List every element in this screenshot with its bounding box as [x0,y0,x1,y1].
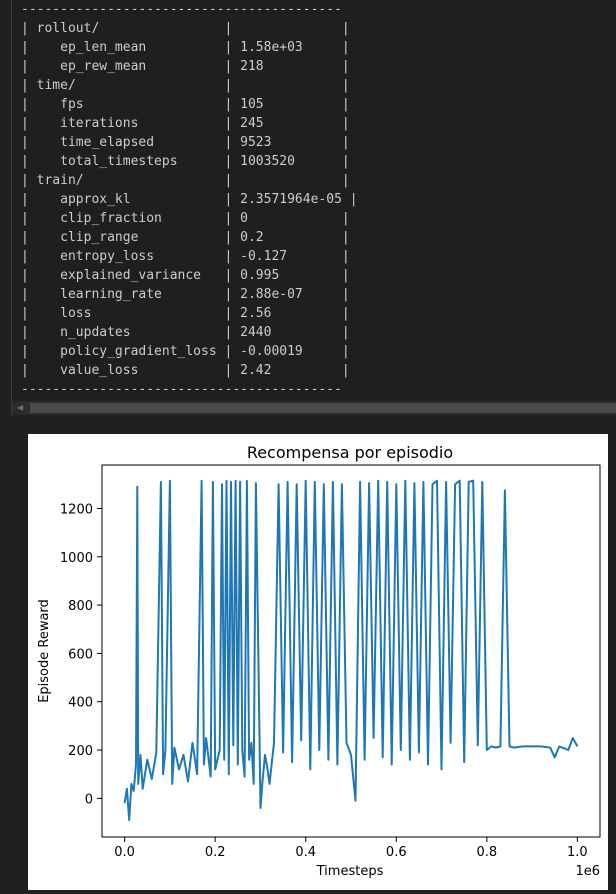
y-tick-label: 400 [68,696,93,711]
log-line: | learning_rate | 2.88e-07 | [21,287,350,302]
y-tick-label: 200 [68,744,93,759]
log-line: | fps | 105 | [21,97,350,112]
x-axis-offset-label: 1e6 [575,864,600,879]
log-line: | explained_variance | 0.995 | [21,268,350,283]
log-line: | n_updates | 2440 | [21,325,350,340]
log-line: | train/ | | [21,173,350,188]
x-tick-label: 0.2 [205,845,226,860]
y-tick-label: 0 [85,792,93,807]
x-tick-label: 0.8 [476,845,497,860]
x-axis-ticks: 0.0 0.2 0.4 0.6 0.8 1.0 [114,837,588,860]
y-tick-label: 600 [68,647,93,662]
y-axis-ticks: 0 200 400 600 800 1000 1200 [60,502,102,807]
reward-series-line [123,479,579,822]
y-tick-label: 1000 [60,551,93,566]
x-tick-label: 0.0 [114,845,135,860]
triangle-left-icon[interactable]: ◀ [17,403,24,412]
y-tick-label: 800 [68,599,93,614]
x-tick-label: 0.4 [295,845,316,860]
log-line: | entropy_loss | -0.127 | [21,249,350,264]
log-line: | time_elapsed | 9523 | [21,135,350,150]
terminal-left-border [11,0,12,416]
log-line: | clip_fraction | 0 | [21,211,350,226]
x-axis-label: Timesteps [316,864,384,879]
chart-title: Recompensa por episodio [247,443,453,462]
log-line: | total_timesteps | 1003520 | [21,154,350,169]
y-tick-label: 1200 [60,502,93,517]
reward-chart: Recompensa por episodio 0.0 0.2 0.4 0.6 0.8 1… [37,443,601,879]
y-axis-label: Episode Reward [37,599,52,703]
terminal-output: ----------------------------------------… [0,0,616,416]
log-line: | loss | 2.56 | [21,306,350,321]
log-line: | time/ | | [21,78,350,93]
scrollbar-thumb[interactable] [30,403,616,413]
x-tick-label: 0.6 [386,845,407,860]
separator-top: ----------------------------------------… [21,2,342,17]
separator-bottom: ----------------------------------------… [21,382,342,397]
log-lines: | rollout/ | | | ep_len_mean | 1.58e+03 … [21,21,358,378]
log-line: | policy_gradient_loss | -0.00019 | [21,344,350,359]
x-tick-label: 1.0 [567,845,588,860]
log-line: | rollout/ | | [21,21,350,36]
training-log: ----------------------------------------… [21,0,358,399]
plot-frame [101,464,601,838]
log-line: | iterations | 245 | [21,116,350,131]
reward-plot: Recompensa por episodio 0.0 0.2 0.4 0.6 0.8 1… [28,434,608,890]
log-line: | clip_range | 0.2 | [21,230,350,245]
log-line: | ep_rew_mean | 218 | [21,59,350,74]
log-line: | approx_kl | 2.3571964e-05 | [21,192,358,207]
horizontal-scrollbar[interactable]: ◀ [12,401,616,415]
log-line: | ep_len_mean | 1.58e+03 | [21,40,350,55]
data-layer [123,479,579,822]
log-line: | value_loss | 2.42 | [21,363,350,378]
